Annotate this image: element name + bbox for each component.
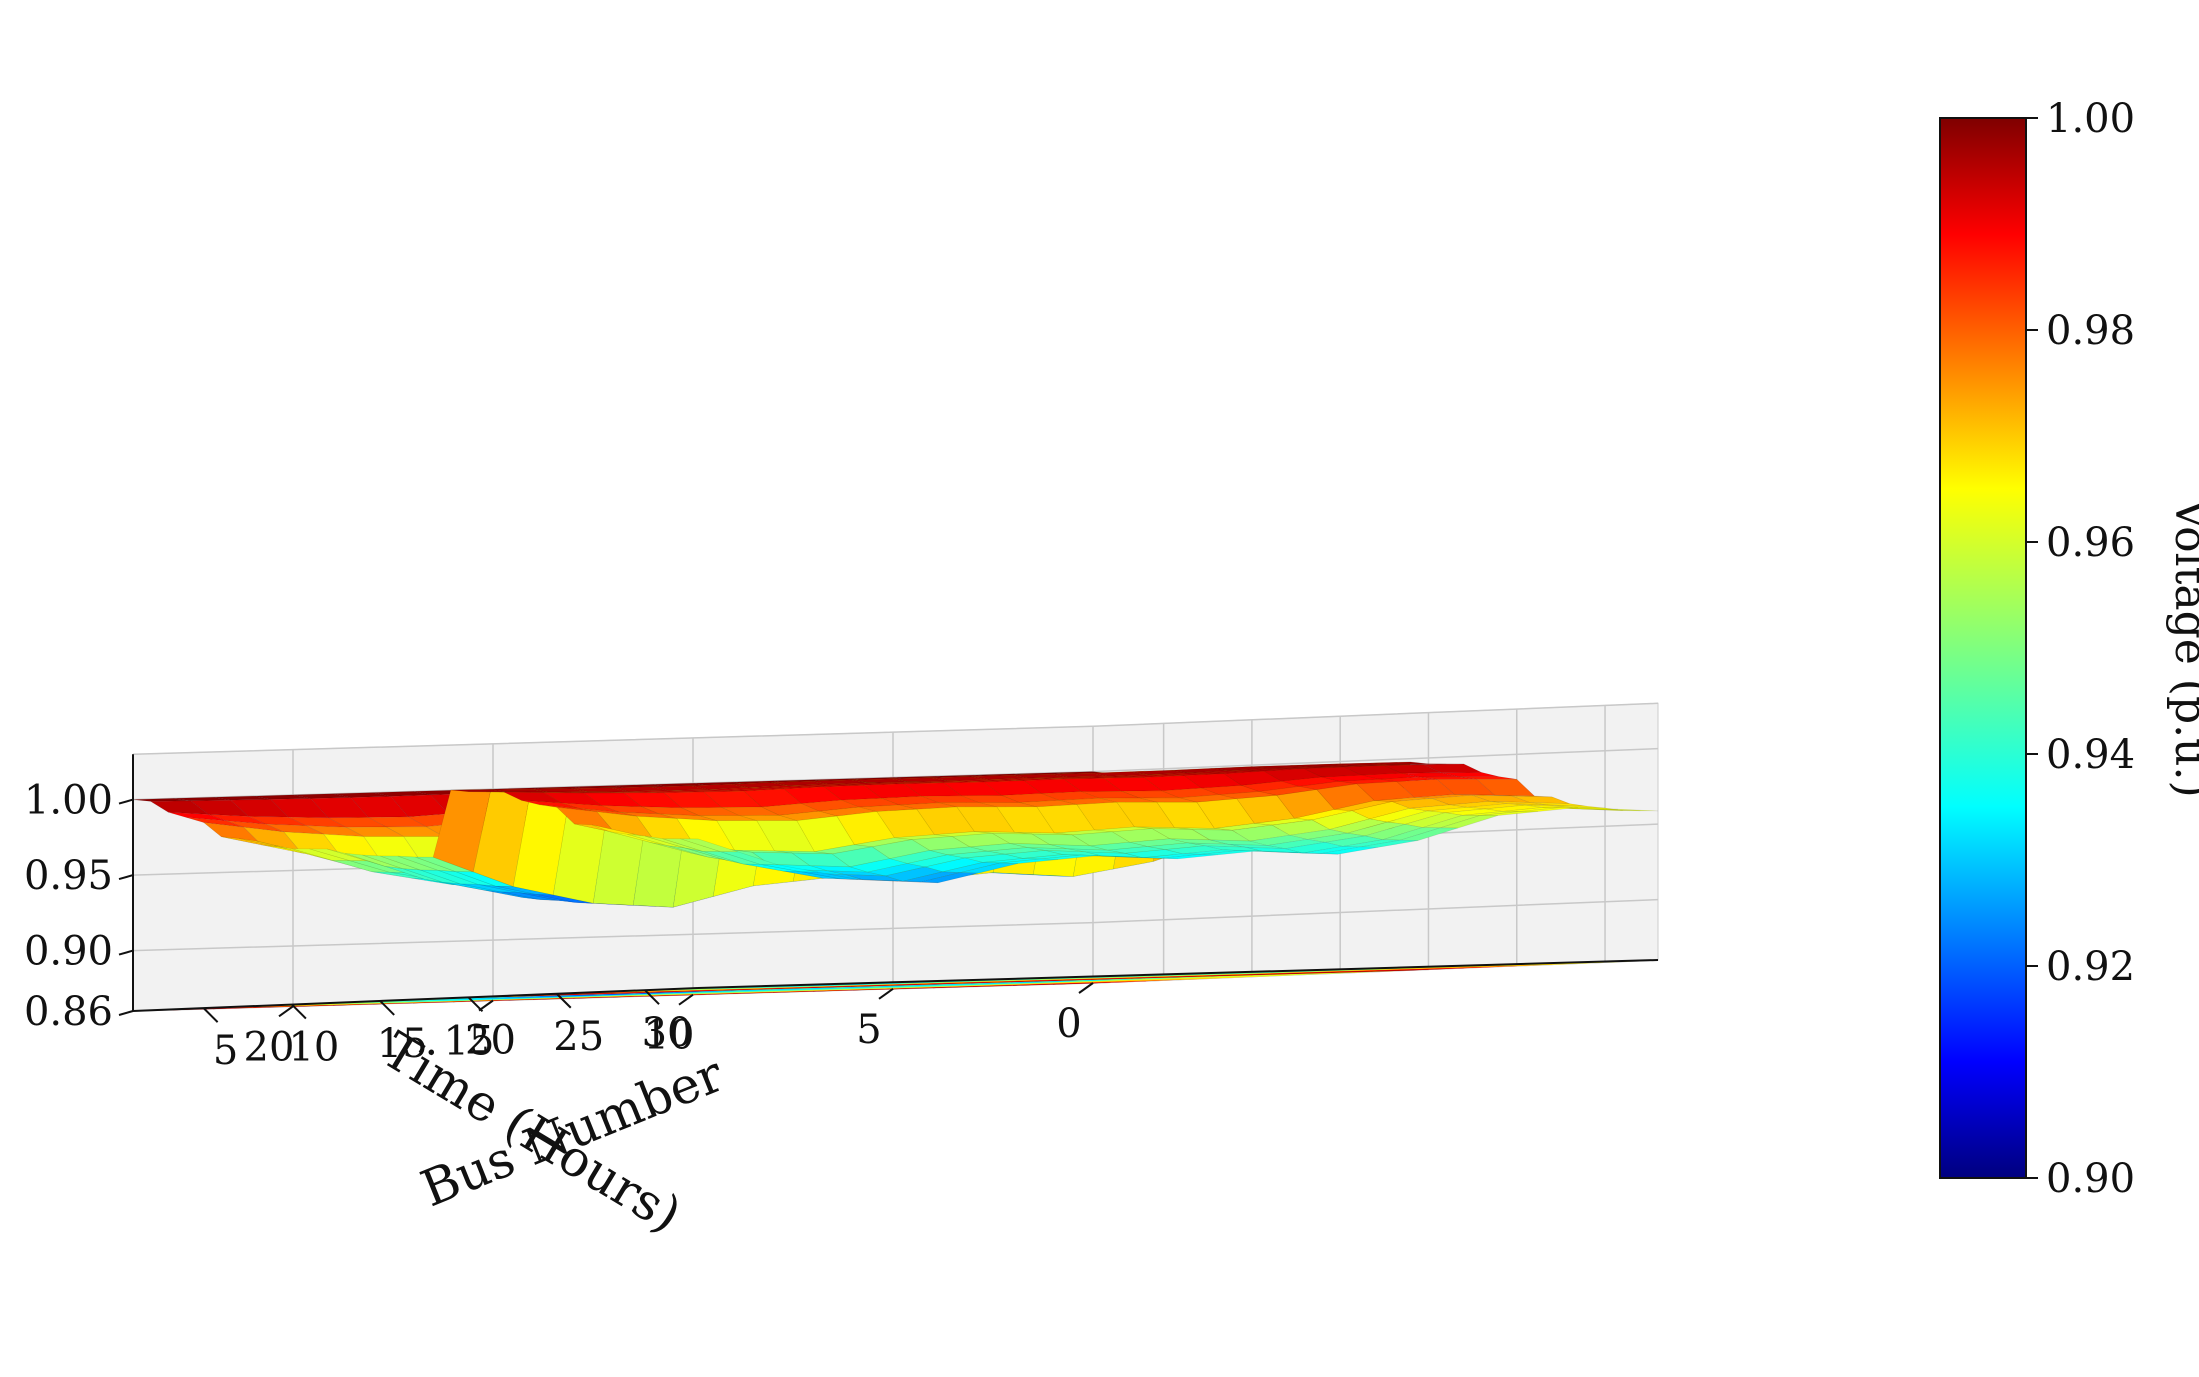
z-tick-mark [119, 951, 133, 955]
y-tick-mark [279, 1006, 293, 1016]
colorbar-tick-label: 0.90 [2046, 1156, 2135, 1202]
y-tick-mark [679, 995, 693, 1005]
z-tick-mark [119, 875, 133, 879]
z-tick-mark [119, 800, 133, 804]
colorbar-title: Voltage (p.u.) [2165, 497, 2199, 797]
x-tick-label: 25 [553, 1014, 604, 1060]
colorbar-ticks: 0.90 0.92 0.94 0.96 0.98 1.00 [2026, 96, 2135, 1202]
z-tick-label: 0.86 [24, 989, 113, 1035]
y-tick-mark [879, 989, 893, 999]
colorbar-tick-label: 0.92 [2046, 944, 2135, 990]
x-tick-label: 5 [213, 1028, 238, 1074]
z-tick-label: 0.90 [24, 929, 113, 975]
y-tick-label: 0 [1056, 1001, 1081, 1047]
y-tick-label: 10 [644, 1013, 695, 1059]
z-tick-mark [119, 1011, 133, 1015]
x-tick-mark [204, 1008, 218, 1022]
colorbar-tick-label: 0.96 [2046, 520, 2135, 566]
y-tick-label: 5 [856, 1007, 881, 1053]
y-tick-mark [1079, 983, 1093, 993]
z-tick-label: 0.95 [24, 853, 113, 899]
colorbar-tick-label: 1.00 [2046, 96, 2135, 142]
y-tick-mark [479, 1001, 493, 1011]
colorbar: 0.90 0.92 0.94 0.96 0.98 1.00 Voltage (p.u.) [1940, 96, 2199, 1202]
colorbar-tick-label: 0.94 [2046, 732, 2135, 778]
y-tick-label: 20 [244, 1024, 295, 1070]
z-tick-label: 1.00 [24, 778, 113, 824]
colorbar-tick-label: 0.98 [2046, 308, 2135, 354]
colorbar-gradient [1940, 118, 2026, 1178]
x-tick-label: 10 [288, 1025, 339, 1071]
